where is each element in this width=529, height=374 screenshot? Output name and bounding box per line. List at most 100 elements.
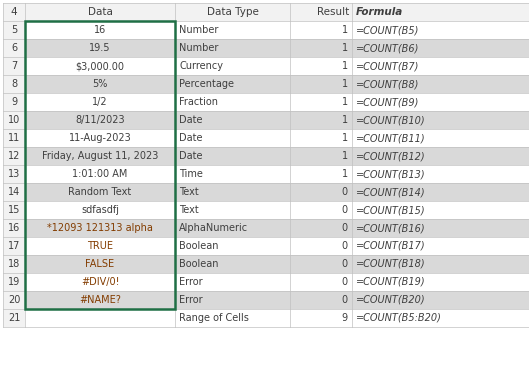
Bar [3,57,529,75]
Text: 8: 8 [11,79,17,89]
Text: =COUNT(B5:B20): =COUNT(B5:B20) [356,313,442,323]
Bar [3,237,529,255]
Text: Currency: Currency [179,61,223,71]
Text: 5%: 5% [93,79,108,89]
Text: 5: 5 [11,25,17,35]
Text: =COUNT(B20): =COUNT(B20) [356,295,426,305]
Text: Time: Time [179,169,203,179]
Text: 0: 0 [342,295,348,305]
Text: 17: 17 [8,241,20,251]
Text: 1: 1 [342,151,348,161]
Text: 10: 10 [8,115,20,125]
Bar [3,183,25,201]
Bar [3,219,25,237]
Text: 9: 9 [342,313,348,323]
Text: 0: 0 [342,277,348,287]
Text: =COUNT(B12): =COUNT(B12) [356,151,426,161]
Bar [25,21,175,309]
Text: 13: 13 [8,169,20,179]
Text: 14: 14 [8,187,20,197]
Text: =COUNT(B14): =COUNT(B14) [356,187,426,197]
Text: 4: 4 [11,7,17,17]
Text: 7: 7 [11,61,17,71]
Bar [3,3,529,21]
Text: Boolean: Boolean [179,241,218,251]
Text: AlphaNumeric: AlphaNumeric [179,223,248,233]
Text: =COUNT(B11): =COUNT(B11) [356,133,426,143]
Text: Error: Error [179,295,203,305]
Text: *12093 121313 alpha: *12093 121313 alpha [47,223,153,233]
Bar [3,21,529,39]
Text: #NAME?: #NAME? [79,295,121,305]
Text: 15: 15 [8,205,20,215]
Text: #DIV/0!: #DIV/0! [81,277,119,287]
Bar [3,183,529,201]
Text: 1: 1 [342,97,348,107]
Text: Fraction: Fraction [179,97,218,107]
Text: =COUNT(B17): =COUNT(B17) [356,241,426,251]
Text: 16: 16 [8,223,20,233]
Bar [3,129,529,147]
Text: Error: Error [179,277,203,287]
Text: Friday, August 11, 2023: Friday, August 11, 2023 [42,151,158,161]
Bar [3,309,529,327]
Text: Result: Result [317,7,349,17]
Bar [3,219,529,237]
Text: FALSE: FALSE [86,259,115,269]
Bar [3,93,25,111]
Text: Date: Date [179,115,203,125]
Text: sdfasdfj: sdfasdfj [81,205,119,215]
Text: TRUE: TRUE [87,241,113,251]
Text: Date: Date [179,133,203,143]
Text: Random Text: Random Text [68,187,132,197]
Text: 9: 9 [11,97,17,107]
Text: 19: 19 [8,277,20,287]
Text: 1: 1 [342,25,348,35]
Text: $3,000.00: $3,000.00 [76,61,124,71]
Text: =COUNT(B13): =COUNT(B13) [356,169,426,179]
Text: Data Type: Data Type [206,7,259,17]
Text: =COUNT(B16): =COUNT(B16) [356,223,426,233]
Text: 19.5: 19.5 [89,43,111,53]
Text: =COUNT(B9): =COUNT(B9) [356,97,419,107]
Text: 0: 0 [342,241,348,251]
Text: 21: 21 [8,313,20,323]
Text: 20: 20 [8,295,20,305]
Bar [3,93,529,111]
Text: =COUNT(B5): =COUNT(B5) [356,25,419,35]
Bar [3,309,25,327]
Text: Data: Data [88,7,113,17]
Text: 1: 1 [342,79,348,89]
Bar [3,291,529,309]
Text: 1: 1 [342,133,348,143]
Text: 1: 1 [342,43,348,53]
Text: Range of Cells: Range of Cells [179,313,249,323]
Bar [3,291,25,309]
Text: 11: 11 [8,133,20,143]
Text: 1: 1 [342,169,348,179]
Text: 1:01:00 AM: 1:01:00 AM [72,169,127,179]
Bar [3,21,25,39]
Text: Text: Text [179,205,199,215]
Text: Number: Number [179,43,218,53]
Text: 11-Aug-2023: 11-Aug-2023 [69,133,131,143]
Text: =COUNT(B6): =COUNT(B6) [356,43,419,53]
Text: 0: 0 [342,187,348,197]
Text: =COUNT(B19): =COUNT(B19) [356,277,426,287]
Bar [3,57,25,75]
Bar [3,255,25,273]
Bar [3,129,25,147]
Text: 18: 18 [8,259,20,269]
Text: 1: 1 [342,61,348,71]
Text: =COUNT(B10): =COUNT(B10) [356,115,426,125]
Text: 12: 12 [8,151,20,161]
Text: 8/11/2023: 8/11/2023 [75,115,125,125]
Bar [3,237,25,255]
Text: Boolean: Boolean [179,259,218,269]
Bar [3,39,529,57]
Text: =COUNT(B8): =COUNT(B8) [356,79,419,89]
Text: Number: Number [179,25,218,35]
Bar [3,273,529,291]
Text: Formula: Formula [356,7,403,17]
Text: 0: 0 [342,259,348,269]
